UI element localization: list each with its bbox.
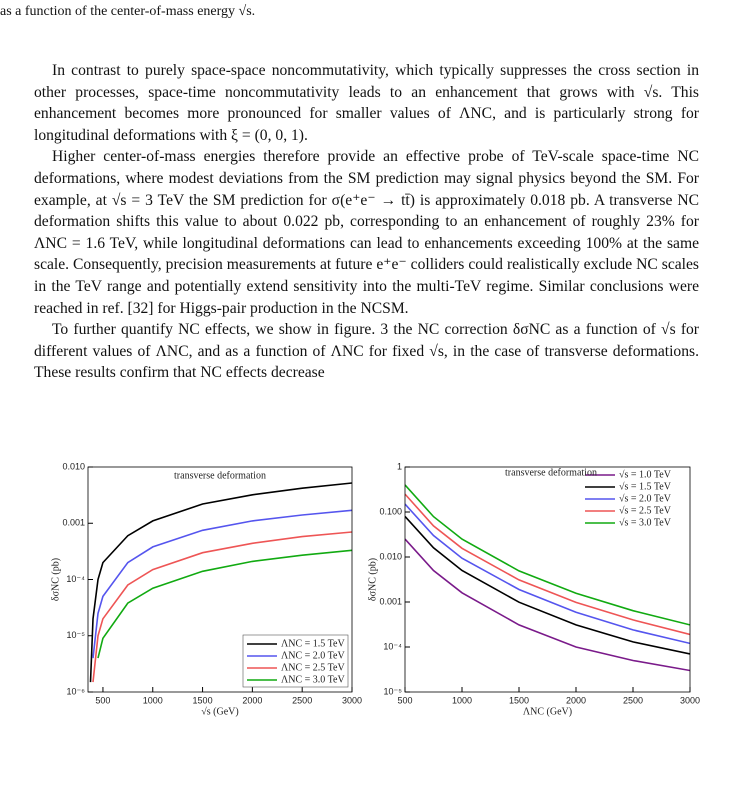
- y-tick-label: 1: [397, 461, 402, 471]
- y-tick-label: 10⁻⁴: [383, 641, 402, 651]
- y-tick-label: 0.010: [379, 551, 402, 561]
- x-tick-label: 2000: [242, 695, 262, 705]
- paragraph: Higher center-of-mass energies therefore…: [34, 148, 699, 317]
- annotation: transverse deformation: [505, 467, 597, 478]
- plot-frame: [404, 466, 691, 693]
- x-axis-label: √s (GeV): [201, 706, 238, 717]
- series-line: [405, 515, 690, 655]
- x-tick-label: 3000: [680, 695, 700, 705]
- x-axis-label: ΛNC (GeV): [523, 706, 572, 717]
- legend-label: ΛNC = 1.5 TeV: [281, 638, 345, 649]
- legend-label: √s = 2.5 TeV: [619, 505, 672, 516]
- y-axis-label: δσNC (pb): [367, 558, 378, 601]
- y-tick-label: 0.001: [62, 518, 85, 528]
- x-tick-label: 500: [95, 695, 110, 705]
- y-tick-label: 10⁻⁵: [67, 630, 86, 640]
- x-tick-label: 2500: [292, 695, 312, 705]
- y-tick-label: 10⁻⁴: [66, 574, 85, 584]
- y-axis-label: δσNC (pb): [50, 558, 61, 601]
- caption: as a function of the center-of-mass ener…: [0, 4, 256, 19]
- plot-area: [89, 482, 352, 683]
- plot-frame: [87, 466, 353, 693]
- legend-label: √s = 3.0 TeV: [619, 517, 672, 528]
- y-tick-label: 10⁻⁵: [384, 686, 403, 696]
- plot-area: [405, 484, 690, 672]
- paragraph: To further quantify NC effects, we show …: [34, 321, 699, 382]
- legend-label: √s = 1.0 TeV: [619, 469, 672, 480]
- legend-label: ΛNC = 2.5 TeV: [281, 662, 345, 673]
- x-tick-label: 1500: [193, 695, 213, 705]
- legend-label: ΛNC = 2.0 TeV: [281, 650, 345, 661]
- series-line: [405, 484, 690, 626]
- x-tick-label: 3000: [342, 695, 362, 705]
- x-tick-label: 1000: [143, 695, 163, 705]
- legend-label: ΛNC = 3.0 TeV: [281, 674, 345, 685]
- y-tick-label: 10⁻⁶: [67, 686, 86, 696]
- x-tick-label: 2500: [623, 695, 643, 705]
- annotation: transverse deformation: [174, 470, 266, 481]
- y-tick-label: 0.010: [62, 461, 85, 471]
- legend-label: √s = 1.5 TeV: [619, 481, 672, 492]
- series-line: [89, 482, 352, 683]
- body-text: In contrast to purely space-space noncom…: [34, 60, 699, 384]
- x-tick-label: 1500: [509, 695, 529, 705]
- paragraph: In contrast to purely space-space noncom…: [34, 62, 699, 144]
- y-tick-label: 0.100: [379, 506, 402, 516]
- x-tick-label: 500: [397, 695, 412, 705]
- legend-label: √s = 2.0 TeV: [619, 493, 672, 504]
- x-tick-label: 2000: [566, 695, 586, 705]
- series-line: [97, 549, 352, 659]
- series-line: [92, 509, 352, 659]
- series-line: [405, 493, 690, 636]
- x-tick-label: 1000: [452, 695, 472, 705]
- series-line: [405, 503, 690, 645]
- y-tick-label: 0.001: [379, 596, 402, 606]
- series-line: [92, 531, 352, 683]
- series-line: [405, 538, 690, 672]
